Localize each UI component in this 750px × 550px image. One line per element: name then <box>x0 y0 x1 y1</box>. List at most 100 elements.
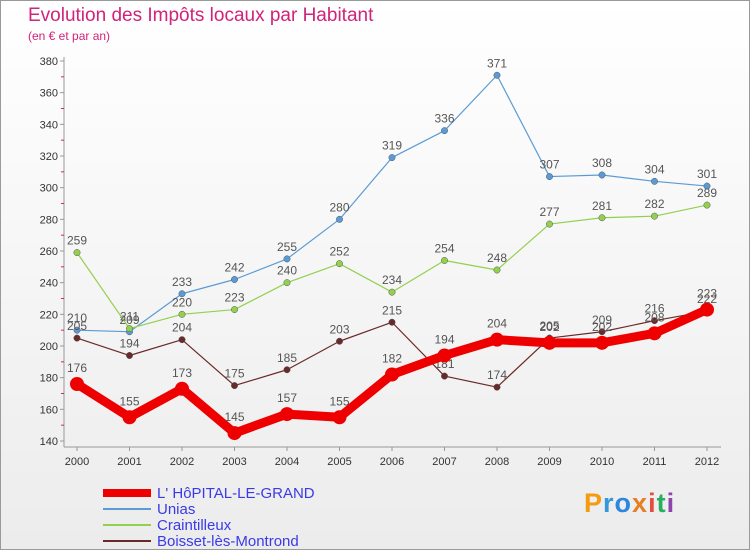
y-tick-label: 240 <box>40 278 58 290</box>
x-tick-label: 2008 <box>485 456 509 468</box>
data-label: 209 <box>592 313 612 327</box>
data-point <box>280 407 294 422</box>
data-label: 202 <box>592 320 612 334</box>
data-label: 204 <box>172 321 192 335</box>
data-point <box>441 372 448 380</box>
data-point <box>385 367 399 382</box>
data-label: 240 <box>277 264 297 278</box>
data-label: 211 <box>120 310 139 324</box>
logo-letter: t <box>656 488 667 518</box>
data-point <box>73 334 81 342</box>
data-label: 175 <box>224 367 244 381</box>
data-point <box>332 410 347 425</box>
data-point <box>493 71 501 79</box>
data-point <box>546 220 553 228</box>
data-label: 252 <box>329 245 349 259</box>
data-point <box>441 127 448 135</box>
data-point <box>388 318 396 326</box>
data-label: 308 <box>592 156 612 170</box>
proxiti-logo: Proxiti <box>584 488 675 519</box>
x-tick-label: 2003 <box>222 456 246 468</box>
data-point <box>703 201 711 209</box>
x-tick-label: 2001 <box>117 456 141 468</box>
data-label: 234 <box>382 273 402 287</box>
data-point <box>178 310 186 318</box>
data-label: 173 <box>172 366 192 380</box>
data-label: 223 <box>224 291 244 305</box>
y-tick-label: 380 <box>40 56 58 68</box>
data-point <box>122 410 137 425</box>
data-label: 248 <box>487 251 507 265</box>
data-point <box>490 332 504 347</box>
legend-label: Unias <box>157 501 196 518</box>
data-point <box>598 214 606 222</box>
data-point <box>73 249 81 257</box>
data-point <box>283 279 291 287</box>
x-tick-label: 2005 <box>327 456 351 468</box>
data-point <box>700 302 714 317</box>
data-label: 319 <box>382 139 402 153</box>
data-point <box>651 317 658 325</box>
data-label: 209 <box>119 313 139 327</box>
legend-swatch <box>103 540 151 542</box>
data-point <box>336 337 343 345</box>
x-tick-label: 2010 <box>590 456 614 468</box>
logo-letter: o <box>614 488 633 518</box>
data-point <box>703 182 711 190</box>
data-label: 220 <box>172 295 192 309</box>
data-point <box>126 325 133 333</box>
data-label: 282 <box>644 197 664 211</box>
logo-letter: x <box>632 488 649 518</box>
legend-label: Craintilleux <box>157 517 232 534</box>
data-label: 301 <box>697 167 717 181</box>
data-label: 259 <box>67 234 87 248</box>
data-point <box>231 276 238 283</box>
logo-letter: i <box>666 488 676 518</box>
x-tick-label: 2012 <box>695 456 719 468</box>
x-tick-label: 2000 <box>65 456 89 468</box>
x-tick-label: 2006 <box>380 456 404 468</box>
data-point <box>336 215 343 223</box>
data-label: 157 <box>277 391 297 405</box>
data-point <box>231 306 238 314</box>
data-label: 281 <box>592 199 612 213</box>
data-point <box>70 377 84 391</box>
x-tick-label: 2004 <box>275 456 299 468</box>
data-label: 210 <box>67 311 87 325</box>
data-label: 215 <box>382 303 402 317</box>
data-label: 185 <box>277 351 297 365</box>
data-point <box>283 255 291 263</box>
data-label: 223 <box>697 287 717 301</box>
data-label: 145 <box>224 410 244 424</box>
data-point <box>542 335 557 350</box>
data-label: 205 <box>539 319 559 333</box>
y-tick-label: 300 <box>40 183 58 195</box>
data-point <box>493 383 501 391</box>
data-point <box>595 335 609 350</box>
legend-swatch <box>103 508 151 510</box>
y-tick-label: 320 <box>40 151 58 163</box>
data-point <box>598 171 606 179</box>
legend-label: L' HôPITAL-LE-GRAND <box>157 485 315 502</box>
data-point <box>437 348 452 363</box>
y-tick-label: 160 <box>40 404 58 416</box>
data-label: 155 <box>119 394 139 408</box>
series-l-h-pital-le-grand: 176 155 173 145 157 155 182 194 204 202 202 208 223 <box>67 287 717 441</box>
data-point <box>647 326 662 341</box>
data-point <box>441 257 448 264</box>
data-point <box>651 212 658 220</box>
x-tick-label: 2007 <box>432 456 456 468</box>
data-point <box>178 336 186 344</box>
y-tick-label: 260 <box>40 246 58 258</box>
data-point <box>493 266 501 274</box>
legend-swatch <box>103 489 151 497</box>
y-tick-label: 200 <box>40 341 58 353</box>
data-label: 304 <box>644 162 664 176</box>
y-tick-label: 140 <box>40 436 58 448</box>
data-label: 204 <box>487 317 507 331</box>
y-tick-label: 340 <box>40 119 58 131</box>
data-label: 336 <box>434 112 454 126</box>
data-label: 371 <box>487 56 507 70</box>
